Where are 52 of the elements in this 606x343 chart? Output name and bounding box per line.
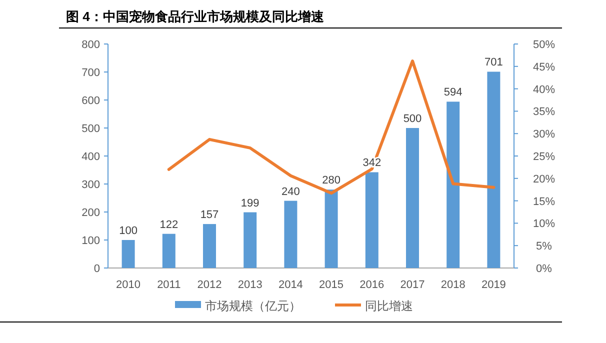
x-tick-label: 2013	[238, 279, 262, 291]
y2-tick-label: 10%	[532, 218, 556, 230]
y-tick-label: 700	[82, 67, 100, 79]
bar	[446, 102, 460, 268]
x-tick-label: 2017	[400, 279, 425, 291]
y2-tick-label: 15%	[532, 196, 556, 208]
data-label: 701	[484, 56, 503, 69]
y2-tick-label: 50%	[532, 39, 556, 51]
x-tick-label: 2011	[157, 279, 181, 291]
y-tick-label: 400	[82, 151, 100, 163]
x-tick-label: 2019	[481, 279, 506, 291]
bar	[162, 234, 176, 268]
bar	[365, 172, 378, 268]
y-tick-label: 0	[94, 263, 100, 275]
y2-tick-label: 35%	[532, 106, 556, 118]
data-label: 157	[200, 209, 219, 222]
y-tick-label: 300	[82, 179, 100, 191]
bar	[324, 190, 338, 268]
bar	[284, 200, 298, 268]
y-tick-label: 100	[82, 235, 100, 247]
bar	[122, 240, 135, 268]
legend-label: 同比增速	[365, 299, 413, 313]
data-label: 240	[282, 186, 300, 198]
y-tick-label: 200	[82, 207, 100, 219]
y2-tick-label: 5%	[536, 240, 552, 253]
y-tick-label: 800	[82, 39, 100, 51]
data-label: 594	[444, 86, 462, 99]
y2-tick-label: 40%	[532, 84, 556, 96]
bar	[406, 128, 419, 268]
chart-title: 图 4：中国宠物食品行业市场规模及同比增速	[66, 9, 325, 24]
data-label: 100	[119, 225, 138, 237]
y2-tick-label: 20%	[532, 173, 556, 186]
y2-tick-label: 0%	[536, 263, 552, 275]
bar	[487, 72, 500, 268]
x-tick-label: 2012	[197, 279, 222, 291]
x-tick-label: 2014	[278, 279, 303, 291]
y2-tick-label: 25%	[532, 151, 556, 163]
x-tick-label: 2018	[440, 279, 466, 291]
bar	[203, 224, 216, 268]
data-label: 500	[403, 113, 422, 125]
y-tick-label: 500	[82, 123, 100, 135]
x-tick-label: 2016	[360, 279, 384, 291]
data-label: 280	[322, 174, 340, 187]
x-tick-label: 2010	[116, 279, 141, 291]
y2-tick-label: 30%	[532, 128, 556, 141]
x-tick-label: 2015	[319, 279, 344, 291]
data-label: 122	[160, 218, 178, 231]
data-label: 199	[240, 197, 260, 210]
bar	[244, 212, 257, 268]
legend-label: 市场规模（亿元）	[205, 299, 301, 313]
y-tick-label: 600	[82, 95, 100, 107]
y2-tick-label: 45%	[532, 61, 556, 74]
